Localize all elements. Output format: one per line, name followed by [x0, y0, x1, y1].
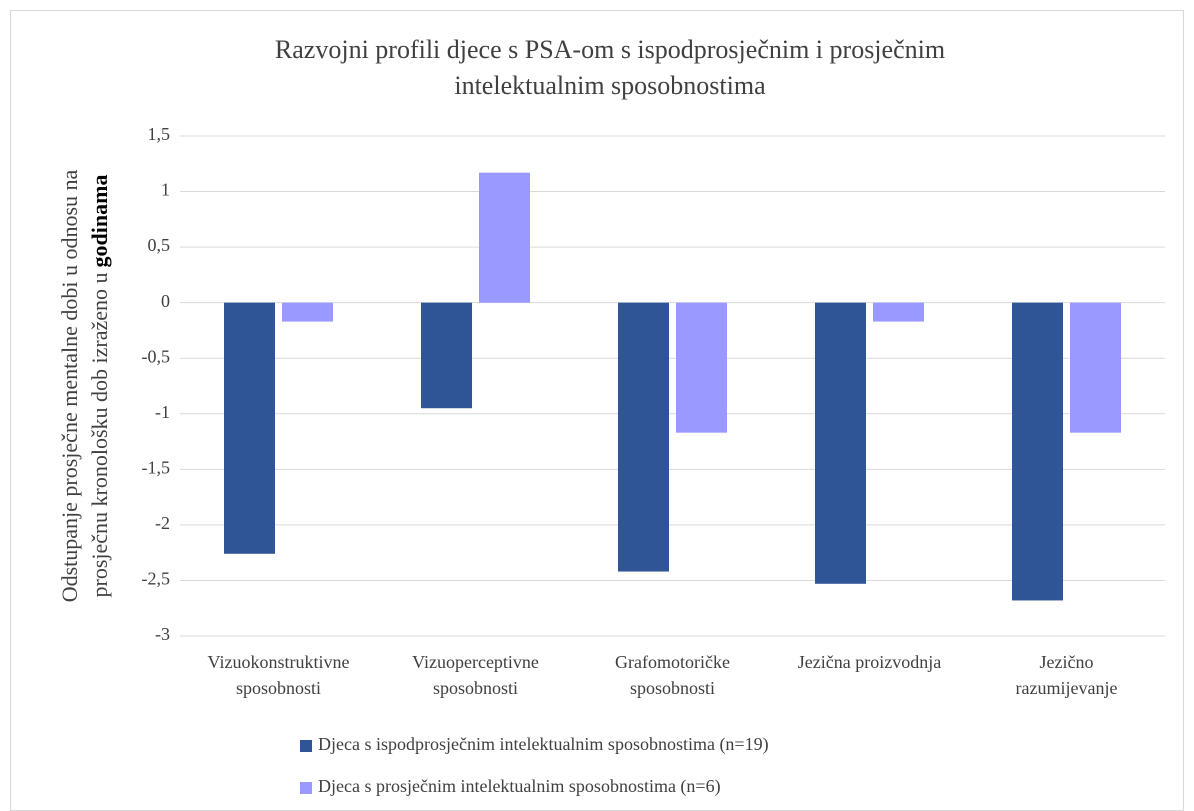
y-tick-label: -3	[155, 624, 170, 644]
x-tick-label: Jezična proizvodnja	[798, 652, 941, 672]
chart-title: intelektualnim sposobnostima	[454, 71, 766, 100]
y-axis-label-part: prosječnu kronološku dob izraženo u	[87, 272, 112, 597]
y-tick-label: -2,5	[142, 569, 171, 589]
legend-swatch	[300, 782, 312, 794]
y-tick-label: -1,5	[142, 457, 171, 477]
bar	[815, 302, 866, 584]
x-tick-label: razumijevanje	[1016, 678, 1118, 698]
bar	[224, 302, 275, 554]
x-tick-label: Grafomotoričke	[615, 652, 730, 672]
bar	[1070, 302, 1121, 433]
y-tick-label: 0	[161, 291, 170, 311]
x-tick-label: sposobnosti	[236, 678, 321, 698]
y-axis-label-part: godinama	[87, 175, 112, 268]
bar	[676, 302, 727, 433]
bar	[1012, 302, 1063, 601]
y-axis-label-line: prosječnu kronološku dob izraženo u godin…	[87, 175, 112, 598]
chart-frame	[10, 10, 1184, 811]
x-tick-label: sposobnosti	[630, 678, 715, 698]
bar	[618, 302, 669, 572]
x-tick-label: Vizuoperceptivne	[412, 652, 539, 672]
bar	[282, 302, 333, 322]
y-axis-label-line: Odstupanje prosječne mentalne dobi u odn…	[57, 169, 82, 602]
legend-label: Djeca s ispodprosječnim intelektualnim s…	[318, 734, 769, 755]
x-tick-label: sposobnosti	[433, 678, 518, 698]
y-tick-label: -1	[155, 402, 170, 422]
y-tick-label: 1,5	[148, 124, 171, 144]
bar	[421, 302, 472, 409]
chart-title: Razvojni profili djece s PSA-om s ispodp…	[275, 35, 945, 64]
legend-label: Djeca s prosječnim intelektualnim sposob…	[318, 776, 721, 797]
y-tick-label: -2	[155, 513, 170, 533]
bar	[479, 172, 530, 303]
y-tick-label: -0,5	[142, 346, 171, 366]
legend-swatch	[300, 740, 312, 752]
x-tick-label: Jezično	[1040, 652, 1094, 672]
y-axis-label-part: Odstupanje prosječne mentalne dobi u odn…	[57, 169, 82, 602]
y-tick-label: 0,5	[148, 235, 171, 255]
x-tick-label: Vizuokonstruktivne	[208, 652, 350, 672]
y-tick-label: 1	[161, 180, 170, 200]
bar	[873, 302, 924, 322]
